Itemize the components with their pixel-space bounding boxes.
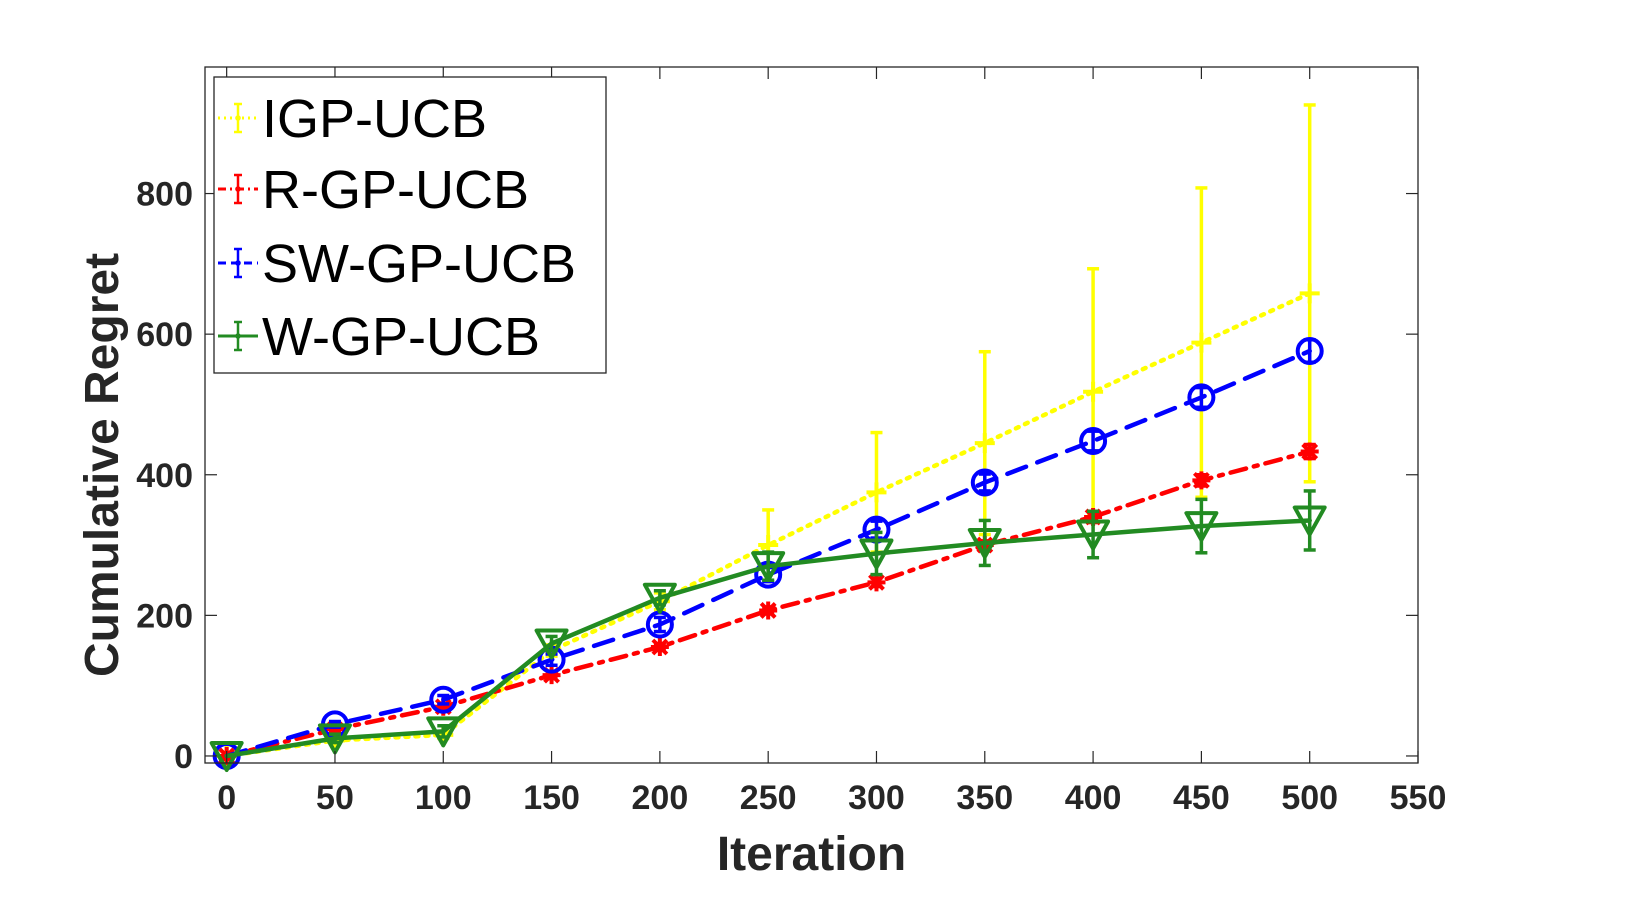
data-point [1079,427,1108,456]
legend-swatch-dot [235,115,241,121]
data-point [866,482,887,503]
y-tick-label: 400 [136,457,193,495]
data-point [642,582,677,614]
data-point [759,601,778,620]
legend-item-r-gp-ucb: R-GP-UCB [218,160,529,220]
data-point [1187,383,1216,412]
y-axis-title: Cumulative Regret [76,253,129,677]
x-tick-label: 550 [1390,779,1447,817]
data-point [429,685,458,714]
data-point [650,638,669,656]
y-tick-label: 600 [136,316,193,354]
data-point [1300,442,1319,461]
legend-item-sw-gp-ucb: SW-GP-UCB [218,234,576,294]
legend: IGP-UCB R-GP-UCB SW-GP-UCB W-GP-UCB [213,76,607,374]
data-point [967,527,1002,559]
data-point [970,468,999,497]
legend-item-igp-ucb: IGP-UCB [218,89,487,149]
plot-frame [204,66,1419,764]
data-point [1191,332,1212,353]
data-point [434,697,453,716]
series-line [224,449,1312,759]
data-point [1184,511,1219,543]
legend-label: W-GP-UCB [262,307,540,367]
data-point [534,628,569,660]
x-tick-label: 350 [956,779,1013,817]
y-axis: 0 200 400 600 800 [136,176,1418,776]
data-point [209,740,244,772]
data-point [325,720,344,739]
x-tick-label: 0 [217,779,236,817]
series-sw-gp-ucb [212,337,1324,770]
x-tick-label: 500 [1281,779,1338,817]
data-point [426,716,461,748]
legend-swatch-dot [235,186,241,192]
data-point [317,723,352,755]
legend-swatch-dot [235,333,241,339]
x-axis-title: Iteration [717,828,906,881]
x-tick-label: 300 [848,779,905,817]
y-tick-label: 800 [136,176,193,214]
data-point [1292,505,1327,537]
x-tick-label: 250 [740,779,797,817]
x-tick-label: 150 [523,779,580,817]
x-tick-label: 100 [415,779,472,817]
legend-swatch-dot [235,260,241,266]
x-tick-label: 200 [632,779,689,817]
legend-item-w-gp-ucb: W-GP-UCB [218,307,540,367]
data-point [867,573,886,592]
x-tick-label: 450 [1173,779,1230,817]
x-tick-label: 400 [1065,779,1122,817]
data-point [1295,337,1324,366]
legend-box [213,76,607,374]
legend-label: SW-GP-UCB [262,234,576,294]
y-tick-label: 0 [174,738,193,776]
series-w-gp-ucb [209,489,1327,772]
data-point [751,551,786,583]
legend-label: R-GP-UCB [262,160,529,220]
series-group [209,103,1327,772]
data-point [1192,471,1211,490]
data-point [974,433,995,454]
data-point [1083,381,1104,402]
data-point [1076,519,1111,551]
x-tick-label: 50 [316,779,354,817]
series-line [224,348,1312,759]
legend-label: IGP-UCB [262,89,487,149]
data-point [542,666,561,685]
data-point [859,538,894,570]
series-line [224,291,1312,759]
x-axis: 0 50 100 150 200 250 300 350 400 450 500 550 [217,67,1446,817]
data-point [1299,283,1320,304]
y-tick-label: 200 [136,597,193,635]
